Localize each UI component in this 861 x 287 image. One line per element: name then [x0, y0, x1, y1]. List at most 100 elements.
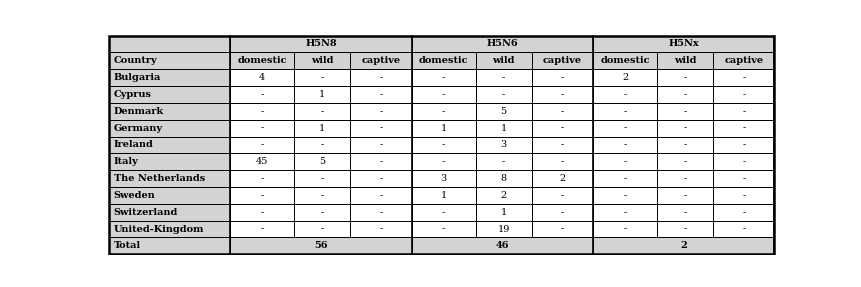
Bar — [412, 238, 592, 254]
Bar — [412, 221, 475, 238]
Bar — [531, 69, 592, 86]
Text: -: - — [379, 225, 382, 234]
Bar — [294, 221, 350, 238]
Text: -: - — [623, 157, 626, 166]
Text: 2: 2 — [559, 174, 565, 183]
Text: -: - — [741, 225, 745, 234]
Bar — [412, 36, 592, 52]
Bar — [475, 187, 531, 204]
Text: -: - — [623, 174, 626, 183]
Bar — [656, 137, 712, 153]
Text: Cyprus: Cyprus — [114, 90, 152, 99]
Bar — [294, 120, 350, 137]
Bar — [412, 187, 475, 204]
Bar — [412, 170, 475, 187]
Bar — [592, 137, 656, 153]
Bar — [412, 204, 475, 221]
Bar — [109, 36, 230, 52]
Text: -: - — [379, 73, 382, 82]
Bar — [475, 120, 531, 137]
Bar — [230, 153, 294, 170]
Text: The Netherlands: The Netherlands — [114, 174, 205, 183]
Bar — [592, 153, 656, 170]
Bar — [230, 86, 294, 103]
Text: -: - — [741, 157, 745, 166]
Text: Switzerland: Switzerland — [114, 208, 178, 217]
Text: -: - — [741, 174, 745, 183]
Text: -: - — [260, 90, 263, 99]
Bar — [109, 103, 230, 120]
Text: -: - — [442, 107, 445, 116]
Bar — [592, 204, 656, 221]
Bar — [531, 170, 592, 187]
Text: -: - — [683, 225, 685, 234]
Text: -: - — [561, 124, 563, 133]
Text: -: - — [442, 157, 445, 166]
Bar — [656, 69, 712, 86]
Bar — [350, 69, 412, 86]
Text: Denmark: Denmark — [114, 107, 164, 116]
Text: domestic: domestic — [238, 56, 287, 65]
Text: -: - — [320, 140, 324, 150]
Text: H5N6: H5N6 — [486, 39, 517, 49]
Bar — [230, 36, 412, 52]
Bar — [712, 52, 773, 69]
Bar — [531, 120, 592, 137]
Bar — [712, 137, 773, 153]
Bar — [475, 137, 531, 153]
Text: -: - — [623, 140, 626, 150]
Bar — [412, 86, 475, 103]
Bar — [592, 69, 656, 86]
Text: -: - — [442, 208, 445, 217]
Bar — [475, 103, 531, 120]
Text: Country: Country — [114, 56, 158, 65]
Text: -: - — [623, 225, 626, 234]
Text: -: - — [561, 191, 563, 200]
Text: -: - — [683, 90, 685, 99]
Text: -: - — [561, 90, 563, 99]
Bar — [592, 238, 773, 254]
Bar — [109, 120, 230, 137]
Bar — [656, 52, 712, 69]
Bar — [109, 52, 230, 69]
Bar — [350, 103, 412, 120]
Text: -: - — [320, 73, 324, 82]
Text: -: - — [260, 208, 263, 217]
Bar — [531, 221, 592, 238]
Text: -: - — [320, 107, 324, 116]
Text: -: - — [561, 107, 563, 116]
Bar — [412, 120, 475, 137]
Bar — [592, 103, 656, 120]
Text: -: - — [501, 73, 505, 82]
Text: -: - — [741, 73, 745, 82]
Text: H5Nx: H5Nx — [667, 39, 698, 49]
Bar — [230, 221, 294, 238]
Text: -: - — [741, 191, 745, 200]
Text: 2: 2 — [621, 73, 628, 82]
Bar — [230, 120, 294, 137]
Text: Italy: Italy — [114, 157, 139, 166]
Bar — [109, 221, 230, 238]
Text: -: - — [623, 90, 626, 99]
Text: -: - — [379, 107, 382, 116]
Bar — [230, 52, 294, 69]
Text: -: - — [683, 107, 685, 116]
Text: Sweden: Sweden — [114, 191, 155, 200]
Bar — [350, 170, 412, 187]
Bar — [109, 238, 230, 254]
Bar — [230, 238, 412, 254]
Bar — [109, 204, 230, 221]
Text: -: - — [741, 140, 745, 150]
Text: -: - — [260, 225, 263, 234]
Bar — [350, 52, 412, 69]
Bar — [656, 187, 712, 204]
Text: -: - — [741, 107, 745, 116]
Text: -: - — [683, 73, 685, 82]
Text: -: - — [379, 140, 382, 150]
Bar — [230, 187, 294, 204]
Bar — [531, 187, 592, 204]
Bar — [412, 52, 475, 69]
Text: -: - — [320, 191, 324, 200]
Text: -: - — [260, 140, 263, 150]
Text: wild: wild — [311, 56, 333, 65]
